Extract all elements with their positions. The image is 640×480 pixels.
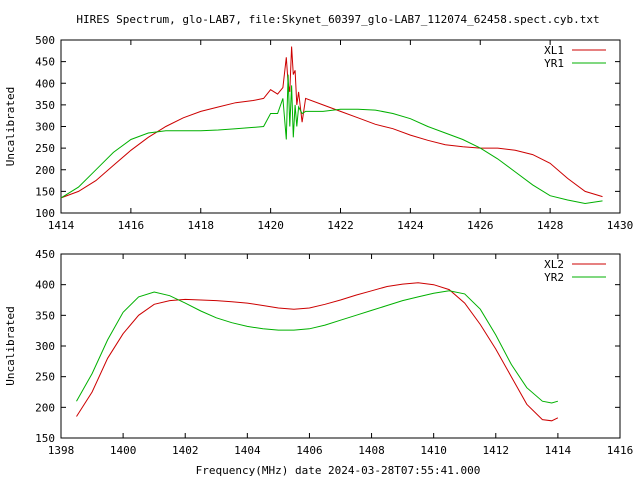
y-tick-label: 450: [35, 56, 55, 69]
x-tick-label: 1426: [467, 219, 494, 232]
top-chart-panel: 1414 1416 1418 1420 1422 1424 1426 1428 1430 100 1…: [4, 34, 633, 232]
y-tick-label: 150: [35, 185, 55, 198]
series-line-xl1: [60, 46, 603, 199]
y-tick-label: 400: [35, 279, 55, 292]
series-line-xl2: [76, 282, 559, 422]
legend-label: YR1: [544, 57, 564, 70]
x-tick-label: 1410: [420, 444, 447, 457]
y-tick-label: 300: [35, 340, 55, 353]
legend-label: XL2: [544, 258, 564, 271]
y-axis-label: Uncalibrated: [4, 306, 17, 385]
x-tick-label: 1420: [257, 219, 284, 232]
y-tick-label: 200: [35, 401, 55, 414]
x-tick-label: 1404: [234, 444, 261, 457]
x-tick-label: 1424: [397, 219, 424, 232]
y-axis-label: Uncalibrated: [4, 87, 17, 166]
x-tick-label: 1408: [358, 444, 385, 457]
x-tick-label: 1402: [172, 444, 199, 457]
plot-frame: [60, 253, 621, 439]
x-tick-label: 1414: [48, 219, 75, 232]
x-tick-label: 1400: [110, 444, 137, 457]
y-tick-label: 150: [35, 432, 55, 445]
x-tick-label: 1416: [607, 444, 634, 457]
y-tick-label: 100: [35, 207, 55, 220]
y-tick-label: 250: [35, 142, 55, 155]
series-line-yr2: [76, 290, 559, 404]
y-tick-label: 400: [35, 77, 55, 90]
legend-label: XL1: [544, 44, 564, 57]
x-tick-label: 1406: [296, 444, 323, 457]
y-tick-label: 300: [35, 121, 55, 134]
figure-title: HIRES Spectrum, glo-LAB7, file:Skynet_60…: [76, 13, 599, 26]
y-tick-label: 350: [35, 309, 55, 322]
bottom-chart-panel: 1398 1400 1402 1404 1406 1408 1410 1412 1414 1416…: [4, 248, 633, 457]
x-tick-label: 1416: [118, 219, 145, 232]
y-tick-label: 350: [35, 99, 55, 112]
x-tick-label: 1412: [483, 444, 510, 457]
x-tick-label: 1428: [537, 219, 564, 232]
x-tick-label: 1418: [188, 219, 215, 232]
y-tick-label: 450: [35, 248, 55, 261]
legend-label: YR2: [544, 271, 564, 284]
series-line-yr1: [60, 74, 603, 205]
y-tick-label: 250: [35, 371, 55, 384]
x-tick-label: 1414: [545, 444, 572, 457]
x-axis-label: Frequency(MHz) date 2024-03-28T07:55:41.…: [196, 464, 481, 477]
x-tick-label: 1422: [327, 219, 354, 232]
y-tick-label: 200: [35, 164, 55, 177]
y-tick-label: 500: [35, 34, 55, 47]
x-tick-label: 1398: [48, 444, 75, 457]
x-tick-label: 1430: [607, 219, 634, 232]
